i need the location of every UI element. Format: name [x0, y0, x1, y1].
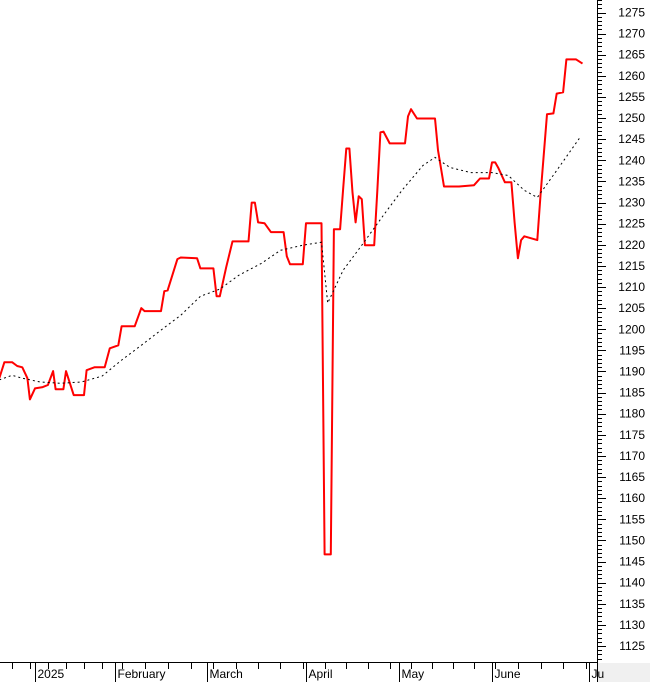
y-tick-label: 1250 [618, 111, 645, 125]
y-tick-label: 1180 [619, 407, 645, 421]
y-tick-label: 1135 [619, 597, 645, 611]
x-tick-label: May [402, 667, 425, 681]
y-tick-label: 1225 [618, 217, 645, 231]
y-tick-label: 1170 [619, 449, 645, 463]
y-axis: 1275 1270 1265 1260 1255 1250 1245 1240 1235 1230… [598, 0, 645, 660]
x-tick-label: June [495, 667, 521, 681]
y-tick-label: 1125 [619, 639, 645, 653]
y-tick-label: 1240 [618, 153, 645, 167]
moving-average-line [0, 138, 580, 384]
y-tick-label: 1220 [618, 238, 645, 252]
y-tick-label: 1205 [618, 301, 645, 315]
y-tick-label: 1130 [619, 618, 645, 632]
y-tick-label: 1155 [619, 512, 645, 526]
y-tick-label: 1270 [618, 27, 645, 41]
x-tick-label: March [210, 667, 243, 681]
y-tick-label: 1235 [618, 174, 645, 188]
plot-background [0, 0, 597, 662]
y-tick-label: 1160 [619, 491, 645, 505]
y-tick-label: 1265 [618, 48, 645, 62]
y-tick-label: 1260 [618, 69, 645, 83]
x-tick-label: February [118, 667, 166, 681]
x-tick-label: Ju [592, 667, 605, 681]
y-tick-label: 1255 [618, 90, 645, 104]
x-tick-label: April [309, 667, 333, 681]
price-series-line [0, 58, 584, 556]
y-tick-label: 1230 [618, 196, 645, 210]
y-tick-label: 1140 [619, 576, 645, 590]
y-tick-label: 1165 [619, 470, 645, 484]
y-tick-label: 1185 [619, 386, 645, 400]
y-tick-label: 1195 [619, 343, 645, 357]
x-tick-label: 2025 [38, 667, 65, 681]
axis-corner [598, 663, 650, 682]
y-tick-label: 1175 [619, 428, 645, 442]
y-tick-label: 1210 [618, 280, 645, 294]
y-tick-label: 1150 [619, 533, 645, 547]
y-tick-label: 1245 [618, 132, 645, 146]
y-tick-label: 1145 [619, 555, 645, 569]
y-tick-label: 1190 [619, 364, 645, 378]
y-tick-label: 1215 [618, 259, 645, 273]
x-axis: 2025 February March April May June Ju [12, 663, 605, 682]
y-tick-label: 1200 [618, 322, 645, 336]
y-tick-label: 1275 [618, 6, 645, 20]
series-layer [0, 58, 584, 556]
